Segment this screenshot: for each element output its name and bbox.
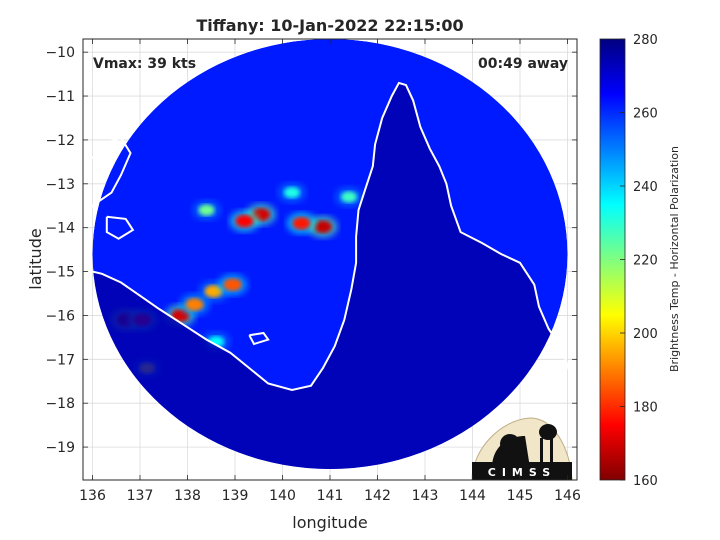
feature-point	[284, 186, 300, 199]
feature-point	[235, 214, 254, 228]
y-axis-label: latitude	[26, 228, 45, 289]
y-tick-label: −13	[45, 177, 75, 193]
x-axis: 136 137 138 139 140 141 142 143 144 145 146	[79, 39, 581, 504]
coastline-main	[83, 81, 577, 400]
colorbar-tick-label: 240	[633, 180, 658, 195]
y-tick-label: −17	[45, 352, 75, 368]
colorbar-tick-label: 220	[633, 254, 658, 269]
y-tick-label: −19	[45, 440, 75, 456]
y-tick-label: −11	[45, 89, 75, 105]
y-tick-label: −16	[45, 308, 75, 324]
x-tick-label: 140	[269, 488, 296, 504]
coastline-island	[105, 215, 135, 240]
colorbar-tick-label: 200	[633, 327, 658, 342]
cimss-logo: CIMSS	[471, 417, 573, 480]
feature-point	[292, 216, 311, 230]
colorbar-tick-label: 260	[633, 107, 658, 122]
x-tick-label: 142	[364, 488, 391, 504]
vmax-annotation: Vmax: 39 kts	[93, 56, 196, 72]
coastline-nt	[83, 136, 132, 220]
logo-text: CIMSS	[488, 466, 556, 479]
colorbar-ticks: 160 180 200 220 240 260 280	[620, 33, 658, 489]
x-tick-label: 146	[554, 488, 581, 504]
land-mass	[92, 82, 568, 470]
feature-point	[204, 285, 223, 298]
y-tick-label: −15	[45, 265, 75, 281]
coastline	[83, 81, 577, 400]
feature-point	[185, 298, 204, 311]
coastline-island	[248, 331, 270, 346]
colorbar-tick-label: 180	[633, 401, 658, 416]
y-axis: −10 −11 −12 −13 −14 −15 −16 −17 −18 −19	[45, 45, 577, 456]
x-tick-label: 136	[79, 488, 106, 504]
x-tick-label: 139	[222, 488, 249, 504]
colorbar-tick-label: 280	[633, 33, 658, 48]
feature-point	[198, 204, 215, 216]
away-annotation: 00:49 away	[478, 56, 568, 72]
x-tick-label: 138	[174, 488, 201, 504]
feature-point	[313, 220, 332, 234]
y-tick-label: −10	[45, 45, 75, 61]
y-tick-label: −14	[45, 221, 75, 237]
x-tick-label: 144	[459, 488, 486, 504]
x-tick-label: 145	[507, 488, 534, 504]
feature-point	[223, 278, 242, 292]
y-tick-label: −12	[45, 133, 75, 149]
x-tick-label: 143	[412, 488, 439, 504]
chart-title: Tiffany: 10-Jan-2022 22:15:00	[196, 16, 463, 35]
x-tick-label: 141	[317, 488, 344, 504]
colorbar-tick-label: 160	[633, 474, 658, 489]
x-axis-label: longitude	[292, 513, 367, 532]
plot-area: CIMSS	[83, 39, 577, 480]
colorbar-label: Brightness Temp - Horizontal Polarizatio…	[668, 146, 681, 372]
feature-point	[341, 191, 357, 203]
x-tick-label: 137	[127, 488, 154, 504]
y-tick-label: −18	[45, 396, 75, 412]
